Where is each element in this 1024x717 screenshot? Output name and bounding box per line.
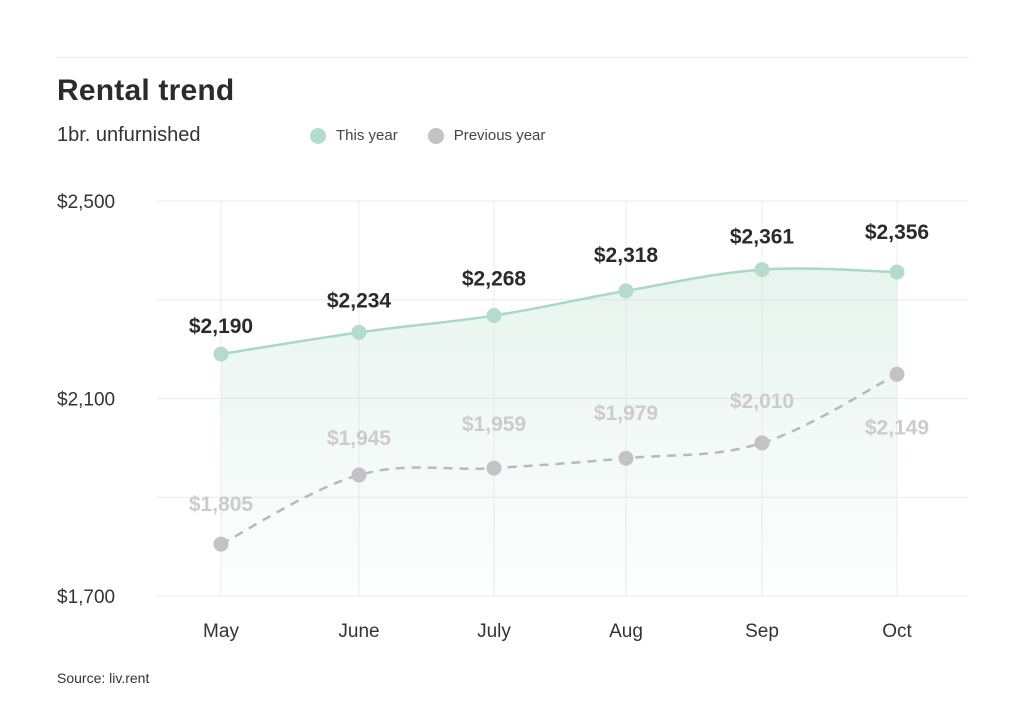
previous-year-point xyxy=(754,435,770,451)
this-year-point xyxy=(889,264,905,280)
x-tick-label: Aug xyxy=(609,621,643,642)
previous-year-point xyxy=(889,366,905,382)
legend: This year Previous year xyxy=(310,127,575,144)
legend-label-this-year: This year xyxy=(336,127,398,144)
this-year-data-label: $2,318 xyxy=(594,244,659,267)
x-tick-label: May xyxy=(203,621,239,642)
x-tick-label: Oct xyxy=(882,621,912,642)
this-year-line xyxy=(220,267,898,356)
this-year-point xyxy=(618,283,634,299)
legend-item-previous-year: Previous year xyxy=(427,127,546,144)
top-divider xyxy=(57,57,969,58)
previous-year-data-label: $2,149 xyxy=(865,416,929,439)
legend-label-previous-year: Previous year xyxy=(453,127,546,144)
previous-year-point xyxy=(486,460,502,476)
this-year-data-label: $2,190 xyxy=(189,315,253,338)
this-year-data-label: $2,361 xyxy=(730,226,795,249)
x-tick-label: July xyxy=(477,621,511,642)
previous-year-data-label: $1,805 xyxy=(189,493,254,516)
previous-year-line xyxy=(220,373,898,546)
this-year-point xyxy=(486,308,502,324)
previous-year-data-label: $2,010 xyxy=(730,390,794,413)
this-year-point xyxy=(213,346,229,362)
y-tick-label: $2,100 xyxy=(57,390,115,411)
previous-year-data-label: $1,945 xyxy=(327,427,392,450)
y-tick-label: $1,700 xyxy=(57,587,115,608)
chart-subtitle: 1br. unfurnished xyxy=(57,124,201,146)
this-year-data-label: $2,234 xyxy=(327,289,392,312)
previous-year-data-label: $1,959 xyxy=(462,413,526,436)
y-tick-label: $2,500 xyxy=(57,192,115,213)
this-year-point xyxy=(351,324,367,340)
legend-swatch-this-year xyxy=(310,127,326,144)
legend-item-this-year: This year xyxy=(310,127,398,144)
x-tick-label: Sep xyxy=(745,621,779,642)
this-year-data-label: $2,268 xyxy=(462,268,527,291)
source-note: Source: liv.rent xyxy=(57,670,150,686)
previous-year-data-label: $1,979 xyxy=(594,402,658,425)
this-year-point xyxy=(754,262,770,278)
previous-year-point xyxy=(618,450,634,466)
chart-title: Rental trend xyxy=(57,74,235,107)
previous-year-point xyxy=(213,536,229,552)
this-year-area xyxy=(221,268,897,596)
this-year-data-label: $2,356 xyxy=(865,221,929,244)
legend-swatch-previous-year xyxy=(427,127,444,144)
previous-year-point xyxy=(351,467,367,483)
x-tick-label: June xyxy=(338,621,379,642)
